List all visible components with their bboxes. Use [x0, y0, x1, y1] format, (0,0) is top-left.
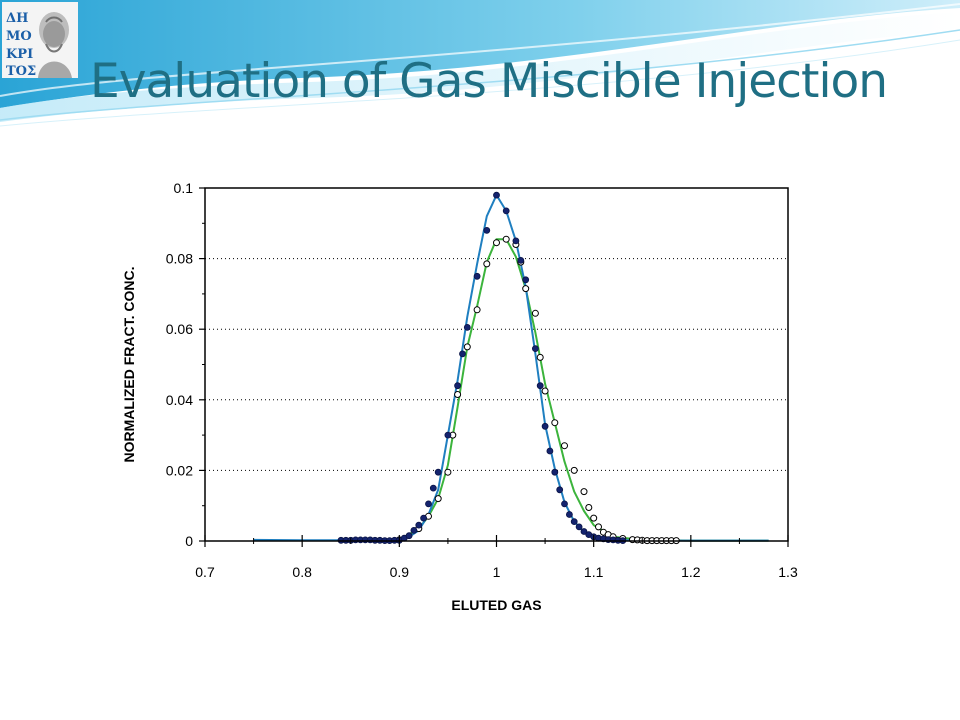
series-0-point-27	[493, 191, 500, 199]
series-0-point-14	[405, 532, 413, 540]
grid-lines	[205, 258, 788, 471]
x-tick-labels: 0.7 0.8 0.9 1 1.1 1.2 1.3	[195, 564, 798, 580]
series-0-point-28	[502, 207, 510, 215]
series-0-point-21	[444, 431, 452, 439]
series-1-point-24	[595, 523, 602, 531]
series-0-point-18	[425, 500, 432, 508]
democritus-logo: ΔΗ ΜΟ ΚΡΙ ΤΟΣ	[2, 2, 78, 78]
series-1-point-17	[541, 387, 549, 395]
series-0-point-33	[536, 382, 544, 390]
y-tick-label-1: 0.02	[166, 462, 193, 478]
y-tick-label-4: 0.08	[166, 251, 193, 267]
series-1-point-23	[590, 514, 598, 522]
x-tick-label-4: 1.1	[584, 564, 604, 580]
series-0-point-32	[531, 345, 539, 353]
series-0-point-24	[463, 323, 471, 331]
series-0-point-38	[561, 500, 568, 508]
series-0-point-23	[459, 350, 466, 358]
series-0-point-29	[512, 237, 520, 245]
svg-text:ΤΟΣ: ΤΟΣ	[6, 64, 36, 78]
y-tick-labels: 0 0.02 0.04 0.06 0.08 0.1	[166, 180, 193, 549]
series-0-point-35	[546, 447, 554, 455]
series-0-point-30	[517, 257, 525, 264]
series-0-point-34	[541, 422, 549, 430]
fit-line-1	[398, 238, 769, 542]
series-1-point-22	[585, 504, 593, 511]
series-1-point-3	[434, 495, 442, 503]
series-0-point-39	[565, 511, 573, 518]
series-0-point-41	[575, 523, 583, 531]
series-1-point-15	[531, 309, 539, 317]
y-axis-title: NORMALIZED FRACT. CONC.	[121, 267, 137, 463]
svg-text:ΔΗ: ΔΗ	[6, 11, 28, 26]
series-1-point-14	[522, 285, 530, 293]
svg-text:ΜΟ: ΜΟ	[6, 29, 32, 44]
x-tick-label-6: 1.3	[778, 564, 798, 580]
series-0-point-37	[556, 486, 564, 494]
y-tick-label-0: 0	[185, 533, 193, 549]
series-1-point-21	[580, 488, 588, 496]
svg-text:ΚΡΙ: ΚΡΙ	[6, 47, 33, 62]
x-tick-label-3: 1	[493, 564, 501, 580]
x-tick-label-0: 0.7	[195, 564, 215, 580]
series-1-point-7	[463, 343, 471, 351]
series-0-point-19	[429, 484, 437, 492]
series-1-point-10	[493, 239, 500, 247]
series-0-point-42	[580, 528, 588, 535]
series-0-point-40	[570, 518, 578, 526]
series-1-point-11	[502, 235, 510, 243]
series-1-point-20	[570, 466, 578, 474]
series-1-point-8	[473, 306, 481, 314]
series-0-point-17	[420, 514, 428, 522]
series-1-point-6	[454, 391, 462, 398]
series-1-point-19	[561, 442, 568, 450]
elution-chart: 0.7 0.8 0.9 1 1.1 1.2 1.3 0 0.02 0.04 0.06 0.08 0.1…	[121, 180, 798, 613]
series-0-point-22	[454, 382, 462, 390]
x-tick-label-2: 0.9	[390, 564, 410, 580]
series-1-point-9	[483, 260, 491, 268]
y-tick-label-5: 0.1	[174, 180, 194, 196]
y-tick-label-2: 0.04	[166, 392, 193, 408]
y-tick-label-3: 0.06	[166, 321, 193, 337]
series-1-point-4	[444, 468, 452, 476]
series-1-point-18	[551, 419, 559, 427]
slide-title: Evaluation of Gas Miscible Injection	[90, 54, 888, 109]
series-1-point-16	[536, 353, 544, 361]
series-0-point-16	[415, 521, 423, 529]
header-banner	[0, 0, 960, 127]
series-0-point-25	[473, 272, 481, 280]
series-0-point-20	[434, 468, 442, 476]
series-0-point-15	[410, 526, 418, 534]
x-axis-title: ELUTED GAS	[451, 597, 541, 613]
fit-lines	[253, 194, 769, 542]
x-tick-label-5: 1.2	[681, 564, 701, 580]
series-0-point-36	[551, 468, 559, 476]
series-0-point-31	[522, 276, 530, 284]
x-tick-label-1: 0.8	[292, 564, 312, 580]
axis-ticks	[199, 187, 789, 547]
series-0-point-26	[483, 227, 491, 234]
